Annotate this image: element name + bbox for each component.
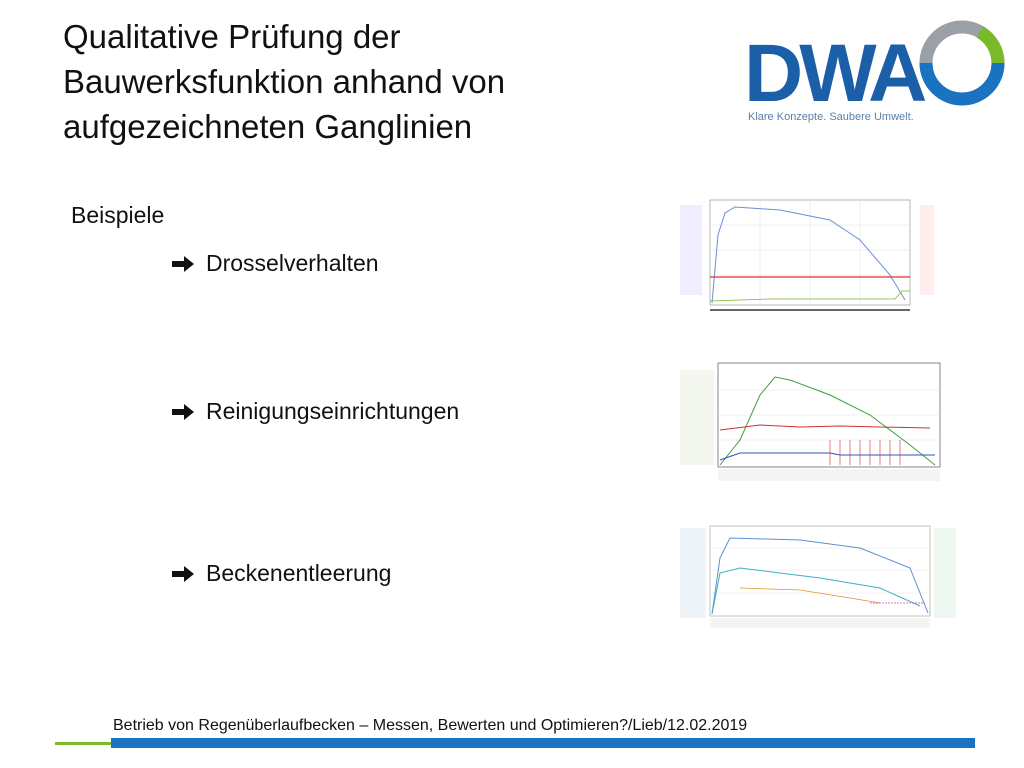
title: Qualitative Prüfung der Bauwerksfunktion… — [63, 14, 505, 149]
thumbnail-chart — [680, 525, 956, 628]
tagline: Klare Konzepte. Saubere Umwelt. — [748, 111, 914, 123]
title-line: Bauwerksfunktion anhand von — [63, 63, 506, 100]
arrow-icon — [172, 255, 194, 272]
item-text: Beckenentleerung — [206, 560, 392, 586]
list-item: Beckenentleerung — [170, 560, 391, 587]
heading: Beispiele — [71, 202, 165, 228]
title-line: aufgezeichneten Ganglinien — [63, 108, 473, 145]
item-text: Drosselverhalten — [206, 250, 379, 276]
logo: DWA — [744, 20, 1005, 110]
thumbnail-chart — [680, 199, 934, 311]
logo-text: DWA — [744, 28, 926, 110]
logo-ring — [976, 26, 1005, 64]
thumbnail-chart — [680, 362, 941, 481]
footer-bar — [55, 738, 975, 748]
arrow-icon — [172, 565, 194, 582]
list-item: Reinigungseinrichtungen — [170, 398, 459, 425]
title-line: Qualitative Prüfung der — [63, 18, 401, 55]
footer-text: Betrieb von Regenüberlaufbecken – Messen… — [113, 717, 748, 734]
item-text: Reinigungseinrichtungen — [206, 398, 460, 424]
arrow-icon — [172, 403, 194, 420]
list-item: Drosselverhalten — [170, 250, 379, 277]
logo-ring — [919, 62, 1005, 106]
